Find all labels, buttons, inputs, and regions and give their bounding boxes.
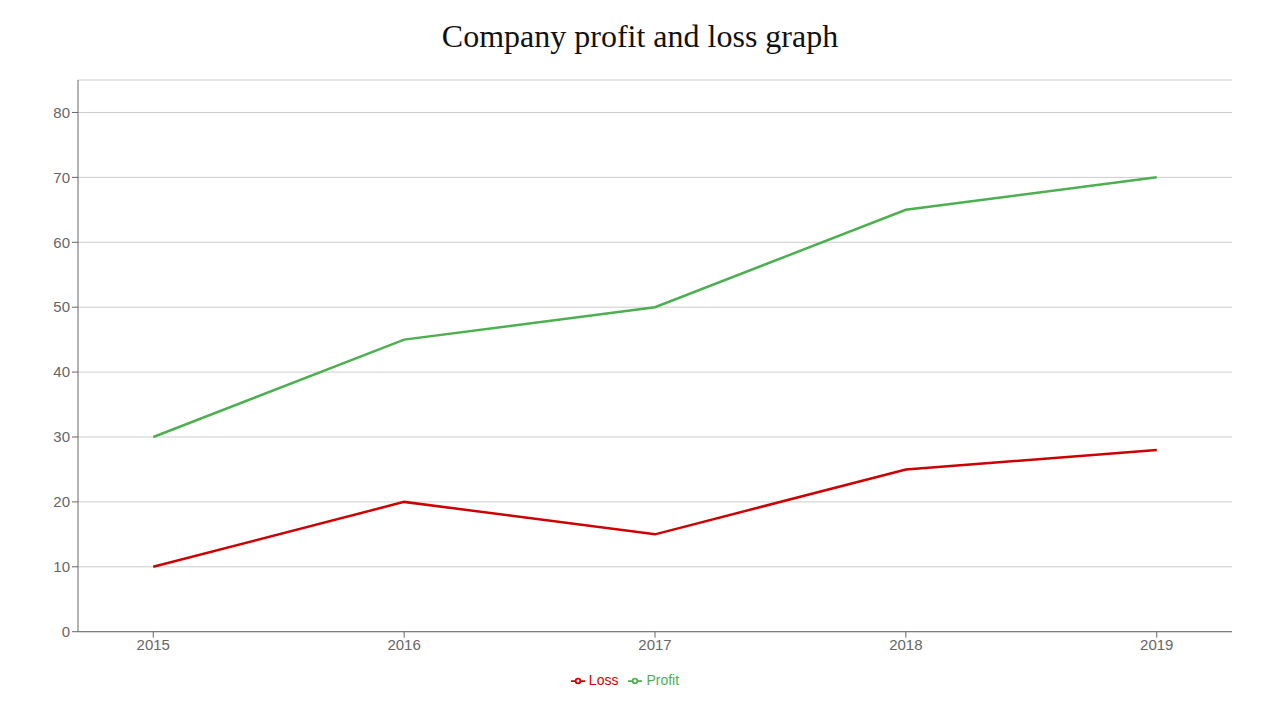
svg-text:2018: 2018: [889, 636, 922, 653]
html-text:Loss: Loss: [588, 671, 619, 688]
svg-text:10: 10: [53, 558, 70, 575]
html-text:Profit: Profit: [646, 671, 680, 688]
svg-text:30: 30: [53, 428, 70, 445]
svg-text:2015: 2015: [137, 636, 170, 653]
svg-text:20: 20: [53, 493, 70, 510]
svg-text:50: 50: [53, 298, 70, 315]
svg-text:2016: 2016: [387, 636, 420, 653]
svg-text:70: 70: [53, 169, 70, 186]
svg-text:2019: 2019: [1140, 636, 1173, 653]
svg-text:40: 40: [53, 363, 70, 380]
svg-text:0: 0: [62, 623, 70, 640]
svg-text:2017: 2017: [638, 636, 671, 653]
svg-text:60: 60: [53, 234, 70, 251]
svg-text:80: 80: [53, 104, 70, 121]
html-text:Company profit and loss graph: Company profit and loss graph: [441, 18, 839, 54]
